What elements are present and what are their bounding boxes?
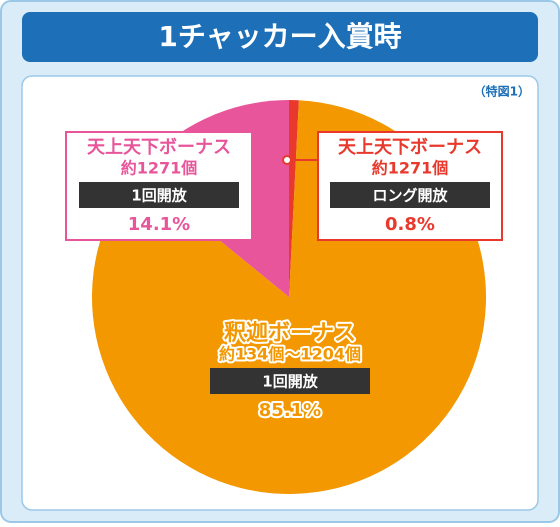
slice-count: 約1271個 xyxy=(121,159,198,178)
slice-value: 14.1% xyxy=(128,214,190,235)
slice-mode: 1回開放 xyxy=(262,373,318,391)
slice-value: 85.1% xyxy=(259,400,321,421)
labels: 天上天下ボーナス約1271個ロング開放0.8%釈迦ボーナス約134個～1204個… xyxy=(65,131,503,423)
slice-name: 天上天下ボーナス xyxy=(338,137,482,158)
slice-count: 約1271個 xyxy=(372,159,449,178)
chart-title: 1チャッカー入賞時 xyxy=(158,20,401,53)
mode-box xyxy=(330,182,490,208)
slice-count: 約134個～1204個 xyxy=(219,345,361,364)
slice-value: 0.8% xyxy=(385,214,435,235)
slice xyxy=(289,100,299,297)
mode-box xyxy=(210,368,370,394)
slice-name: 釈迦ボーナス xyxy=(224,321,356,346)
callout-dot xyxy=(282,155,292,165)
slice-mode: 1回開放 xyxy=(131,187,187,205)
mode-box xyxy=(79,182,239,208)
slice-mode: ロング開放 xyxy=(372,187,448,205)
note: （特図1） xyxy=(474,84,530,99)
slice-name: 天上天下ボーナス xyxy=(87,137,231,158)
title-bar xyxy=(22,12,538,62)
